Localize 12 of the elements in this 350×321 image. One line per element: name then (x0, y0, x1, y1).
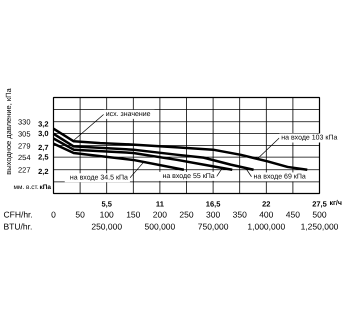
x-tick-label: 450 (286, 210, 300, 220)
x-tick-label: 0 (51, 210, 56, 220)
x-tick-label: 100 250,000 (91, 210, 122, 232)
x-tick-label: 300 750,000 (198, 210, 229, 232)
x-tick-label: 50 (75, 210, 86, 220)
x-tick-label: 500 1,250,000 (300, 210, 339, 232)
x-tick-label: 200 500,000 (144, 210, 176, 232)
x-tick-label: 250 (179, 210, 194, 220)
x-tick-label: 400 1,000,000 (247, 210, 286, 232)
x-tick-label: 150 (126, 210, 141, 220)
x-tick-label: 350 (232, 210, 248, 220)
x-axis-title: CFH/hr. BTU/hr. (4, 210, 33, 232)
